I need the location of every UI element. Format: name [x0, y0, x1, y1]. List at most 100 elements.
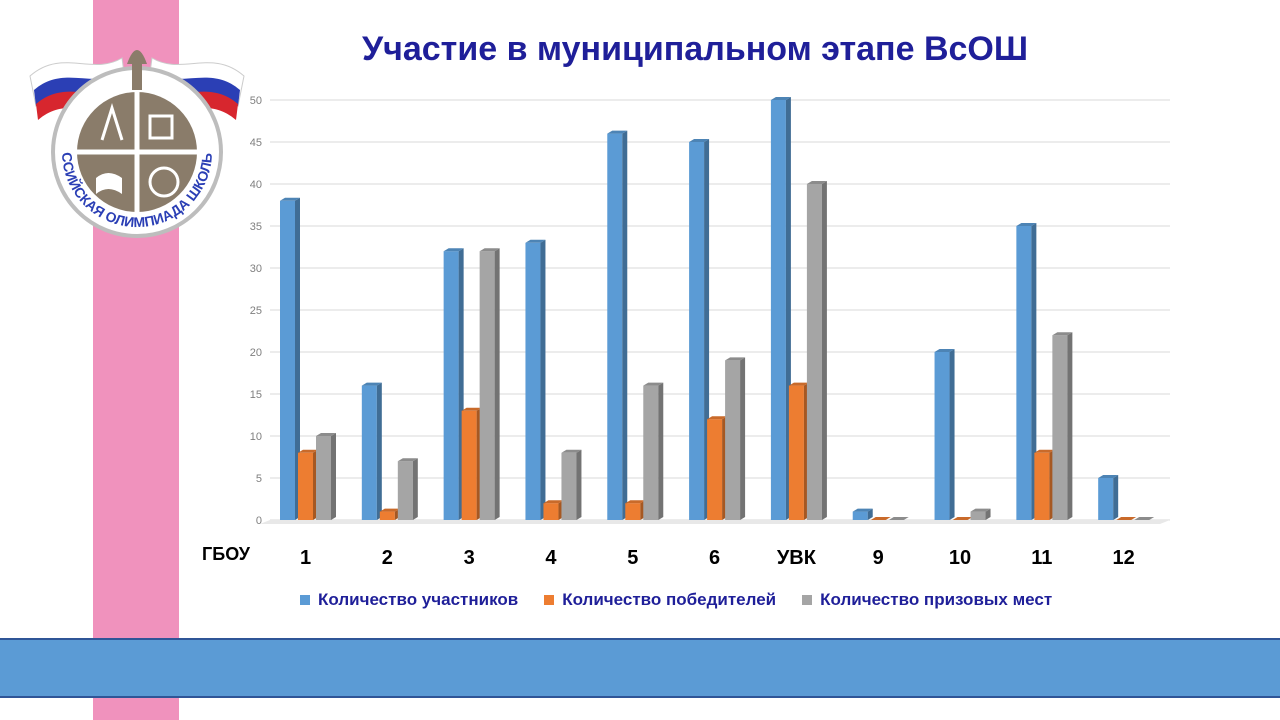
- bar-top: [806, 181, 827, 184]
- y-tick-label: 5: [256, 473, 262, 485]
- bar-front: [397, 461, 413, 520]
- olympiad-logo: ВСЕРОССИЙСКАЯ ОЛИМПИАДА ШКОЛЬНИКОВ: [22, 28, 245, 238]
- bar-top: [952, 517, 973, 520]
- bar-side: [949, 349, 955, 520]
- bar-side: [576, 449, 582, 520]
- y-tick-label: 40: [250, 179, 262, 191]
- y-tick-label: 45: [250, 137, 262, 149]
- x-category-label: 3: [464, 547, 475, 569]
- bar-front: [316, 436, 331, 520]
- bar-top: [1098, 475, 1119, 478]
- bar: [806, 181, 827, 520]
- bar-top: [934, 349, 955, 352]
- bar-side: [331, 433, 336, 520]
- bottom-band: [0, 638, 1280, 698]
- legend-item: Количество призовых мест: [802, 590, 1052, 610]
- bar-top: [1016, 223, 1037, 226]
- bar-front: [1034, 452, 1050, 520]
- bar: [298, 449, 318, 520]
- bar-side: [740, 357, 746, 520]
- bar: [443, 248, 464, 520]
- x-prefix-label: ГБОУ: [202, 544, 251, 564]
- bar: [625, 500, 646, 520]
- legend-item: Количество участников: [300, 590, 518, 610]
- bar-front: [970, 511, 986, 520]
- bar-top: [689, 139, 710, 142]
- bar-side: [622, 130, 628, 520]
- bar: [770, 97, 791, 520]
- bar: [1116, 517, 1137, 520]
- bar-top: [770, 97, 791, 100]
- page-title: Участие в муниципальном этапе ВсОШ: [361, 30, 1029, 68]
- bar-front: [689, 142, 705, 520]
- x-category-label: 12: [1113, 547, 1135, 569]
- bar-front: [1016, 226, 1032, 520]
- bar-top: [525, 239, 546, 243]
- legend-label: Количество участников: [318, 590, 519, 609]
- y-tick-label: 25: [250, 305, 262, 317]
- chart-floor: [260, 520, 1170, 524]
- bar-top: [443, 248, 464, 252]
- bar-top: [725, 357, 746, 361]
- x-category-label: 9: [873, 547, 884, 569]
- bar: [788, 382, 809, 520]
- bar: [607, 130, 628, 520]
- bar: [707, 416, 728, 520]
- x-category-label: 2: [382, 547, 393, 569]
- bar-side: [494, 248, 500, 520]
- bar-side: [376, 382, 382, 520]
- bar: [643, 382, 664, 520]
- bar-top: [1034, 449, 1055, 453]
- x-category-label: 10: [949, 547, 971, 569]
- bar-front: [561, 452, 577, 520]
- bar-top: [298, 449, 318, 453]
- bar-side: [821, 181, 827, 520]
- bar: [852, 508, 873, 520]
- bar-front: [852, 511, 868, 520]
- bar: [561, 449, 582, 520]
- bar-top: [1052, 332, 1073, 336]
- bar: [952, 517, 973, 520]
- bar: [725, 357, 746, 520]
- bar: [479, 248, 500, 520]
- bar-top: [870, 517, 891, 520]
- bar-side: [1031, 223, 1037, 520]
- bar-front: [707, 419, 723, 520]
- bar-top: [888, 517, 909, 520]
- bar-top: [280, 197, 300, 201]
- bar-top: [1116, 517, 1137, 520]
- bar: [970, 508, 991, 520]
- legend-item: Количество победителей: [544, 590, 776, 610]
- bar-top: [379, 508, 400, 512]
- bar-top: [852, 508, 873, 512]
- bar: [1016, 223, 1037, 520]
- legend-label: Количество победителей: [562, 590, 777, 609]
- bar-side: [540, 239, 546, 521]
- bar-top: [1134, 517, 1155, 520]
- x-category-label: 11: [1031, 547, 1052, 569]
- bar: [689, 139, 710, 520]
- bar-top: [625, 500, 646, 504]
- bar-front: [607, 133, 623, 520]
- bar-front: [934, 352, 950, 520]
- x-category-label: 6: [709, 547, 720, 569]
- bar-side: [1113, 475, 1119, 520]
- bar-top: [361, 382, 382, 386]
- bar-top: [461, 407, 482, 411]
- bar: [525, 239, 546, 521]
- bar-front: [543, 503, 559, 520]
- bar-front: [725, 360, 741, 520]
- y-tick-label: 0: [256, 515, 262, 527]
- bar-front: [643, 385, 659, 520]
- bar-side: [295, 197, 300, 521]
- bar-front: [788, 385, 804, 520]
- bar-top: [479, 248, 500, 252]
- y-tick-label: 30: [250, 263, 262, 275]
- chart-legend: Количество участников Количество победите…: [300, 590, 1052, 610]
- bar: [1052, 332, 1073, 520]
- bar-top: [397, 458, 418, 462]
- bar: [870, 517, 891, 520]
- bar-front: [280, 200, 295, 521]
- bar: [888, 517, 909, 520]
